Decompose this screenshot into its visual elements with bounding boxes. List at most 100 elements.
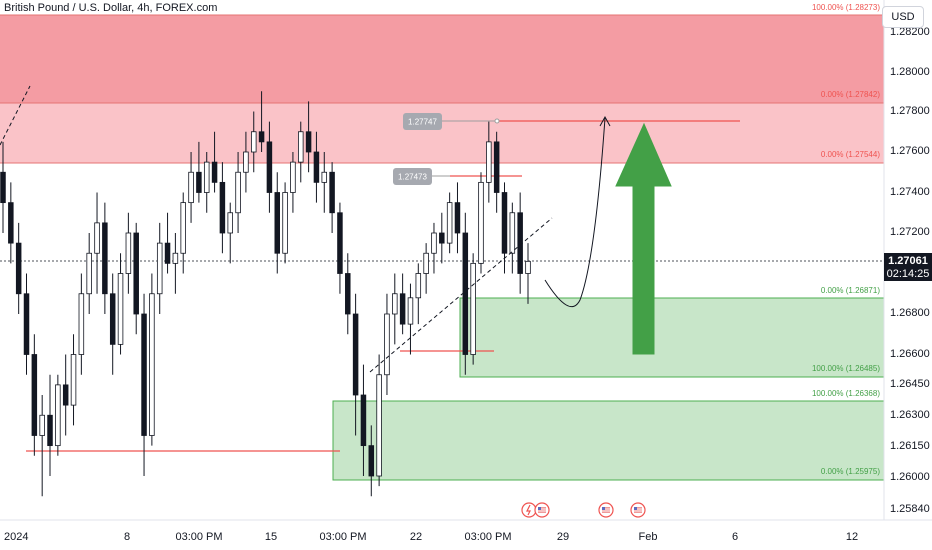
time-tick-label: 6 xyxy=(732,531,738,543)
candle[interactable] xyxy=(0,141,6,233)
demand-zone-lower[interactable] xyxy=(332,400,885,481)
candle[interactable] xyxy=(525,243,531,304)
time-tick-label: 29 xyxy=(557,531,569,543)
candle[interactable] xyxy=(156,222,163,314)
candle[interactable] xyxy=(462,212,469,375)
candle[interactable] xyxy=(117,253,124,355)
candle[interactable] xyxy=(258,91,265,152)
candle[interactable] xyxy=(164,212,171,274)
lightning-event-icon[interactable] xyxy=(521,502,537,518)
candle[interactable] xyxy=(180,192,186,274)
time-axis[interactable]: 2024 8 03:00 PM 15 03:00 PM 22 03:00 PM 29 Feb 6 1… xyxy=(0,519,932,550)
trendlines xyxy=(0,85,553,373)
bar-countdown: 02:14:25 xyxy=(887,268,930,280)
candle[interactable] xyxy=(141,293,147,476)
candle[interactable] xyxy=(360,364,367,476)
currency-selector[interactable]: USD xyxy=(882,6,924,28)
supply-zone-upper[interactable] xyxy=(0,15,884,103)
candle[interactable] xyxy=(470,253,476,365)
candle[interactable] xyxy=(345,253,351,335)
candle[interactable] xyxy=(250,111,257,173)
candle[interactable] xyxy=(337,202,343,294)
candle[interactable] xyxy=(415,263,422,325)
candle[interactable] xyxy=(55,374,61,456)
time-tick-label: 12 xyxy=(846,531,858,543)
candle[interactable] xyxy=(313,131,320,203)
candle[interactable] xyxy=(274,172,281,274)
candle[interactable] xyxy=(431,222,437,274)
candle[interactable] xyxy=(352,293,359,436)
candle[interactable] xyxy=(211,131,218,193)
candle[interactable] xyxy=(102,202,108,314)
candles-layer xyxy=(0,91,531,497)
candle[interactable] xyxy=(384,293,390,395)
candle[interactable] xyxy=(62,354,69,436)
candle[interactable] xyxy=(109,273,116,375)
candle[interactable] xyxy=(266,121,273,213)
supply-upper-top-label: 100.00% (1.28273) xyxy=(812,3,880,12)
candle[interactable] xyxy=(196,141,202,203)
price-tick-label: 1.27200 xyxy=(890,226,930,238)
candle[interactable] xyxy=(188,152,194,223)
bullish-arrow[interactable] xyxy=(615,122,672,355)
us-flag-event-icon[interactable] xyxy=(598,502,614,518)
candle[interactable] xyxy=(203,152,210,213)
candle[interactable] xyxy=(149,273,155,446)
us-flag-event-icon[interactable] xyxy=(534,502,550,518)
candle[interactable] xyxy=(23,273,30,375)
price-scale[interactable]: 1.28200 1.28000 1.27800 1.27600 1.27400 1.272… xyxy=(883,0,932,520)
candle[interactable] xyxy=(125,212,132,294)
candle[interactable] xyxy=(454,182,461,254)
candle[interactable] xyxy=(133,222,139,335)
candle[interactable] xyxy=(47,374,53,476)
rising-trendline[interactable] xyxy=(369,217,553,373)
candle[interactable] xyxy=(15,222,22,314)
price-tick-label: 1.26150 xyxy=(890,440,930,452)
candle[interactable] xyxy=(94,192,100,294)
supply-zone-lower[interactable] xyxy=(0,103,884,163)
candle[interactable] xyxy=(219,162,226,254)
candle[interactable] xyxy=(282,182,288,264)
candle[interactable] xyxy=(321,152,328,213)
time-tick-label: 15 xyxy=(265,531,277,543)
projection-path[interactable] xyxy=(544,117,606,308)
us-flag-event-icon[interactable] xyxy=(630,502,646,518)
candle[interactable] xyxy=(298,121,304,183)
candle[interactable] xyxy=(392,273,398,345)
candle[interactable] xyxy=(493,131,500,213)
price-tick-label: 1.26600 xyxy=(890,348,930,360)
candle[interactable] xyxy=(78,273,85,375)
callout-high[interactable]: 1.27747 xyxy=(403,113,500,130)
candle[interactable] xyxy=(478,172,484,274)
demand-lower-top-label: 100.00% (1.26368) xyxy=(812,389,880,398)
candle[interactable] xyxy=(368,425,375,497)
candle[interactable] xyxy=(305,101,312,173)
candle[interactable] xyxy=(227,202,233,264)
callout-mid[interactable]: 1.27473 xyxy=(393,168,432,185)
candle[interactable] xyxy=(243,131,249,193)
price-tick-label: 1.27800 xyxy=(890,105,930,117)
candle[interactable] xyxy=(486,121,492,203)
price-tick-label: 1.26800 xyxy=(890,307,930,319)
candle[interactable] xyxy=(39,395,45,497)
candle[interactable] xyxy=(290,152,296,213)
candle[interactable] xyxy=(407,283,414,355)
candle[interactable] xyxy=(376,354,382,487)
candle[interactable] xyxy=(172,233,179,294)
candle[interactable] xyxy=(423,243,429,294)
price-tick-label: 1.25840 xyxy=(890,503,930,515)
candle[interactable] xyxy=(235,152,241,233)
supply-upper-bottom-label: 0.00% (1.27842) xyxy=(821,90,880,99)
candle[interactable] xyxy=(31,334,38,456)
candle[interactable] xyxy=(70,334,77,426)
candle[interactable] xyxy=(399,273,406,335)
candle[interactable] xyxy=(446,192,453,254)
candle[interactable] xyxy=(86,233,92,314)
candle[interactable] xyxy=(8,182,14,264)
candle[interactable] xyxy=(439,212,445,264)
candle[interactable] xyxy=(501,182,508,274)
candle[interactable] xyxy=(329,162,335,233)
time-tick-label: Feb xyxy=(639,531,658,543)
candle[interactable] xyxy=(509,202,516,274)
